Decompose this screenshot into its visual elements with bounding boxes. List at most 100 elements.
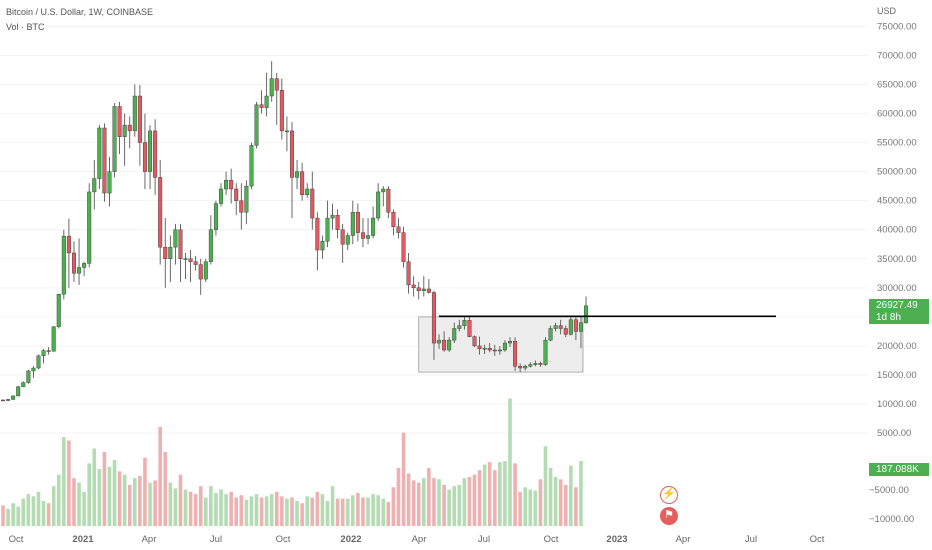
volume-bar <box>97 469 102 526</box>
volume-bar <box>340 498 345 526</box>
volume-bar <box>447 489 451 526</box>
volume-bar <box>422 478 426 526</box>
candle-body <box>208 229 213 262</box>
x-tick-label: Jul <box>478 534 490 545</box>
volume-bar <box>457 484 462 526</box>
volume-bar <box>295 500 299 526</box>
y-tick-label: 5000.00 <box>877 428 911 439</box>
y-tick-label: 50000.00 <box>877 167 917 178</box>
candle-body <box>310 188 315 219</box>
volume-bar <box>356 492 360 526</box>
volume-bar <box>386 502 391 526</box>
volume-bar <box>87 463 91 526</box>
volume-bar <box>371 494 375 526</box>
volume-bar <box>214 492 218 526</box>
volume-bar <box>482 464 487 526</box>
volume-bar <box>67 440 71 526</box>
x-tick-label: 2023 <box>606 534 627 545</box>
candle-body <box>431 292 436 344</box>
volume-bar <box>56 474 61 526</box>
volume-bar <box>6 508 10 526</box>
volume-bar <box>351 495 355 526</box>
candle-body <box>107 171 112 194</box>
candle-body <box>467 320 472 337</box>
candle-body <box>203 261 208 280</box>
volume-bar <box>158 426 162 526</box>
volume-bar <box>143 457 147 526</box>
volume-bar <box>487 462 492 526</box>
volume-bar <box>107 466 112 526</box>
volume-bar <box>416 482 421 526</box>
candle-body <box>92 178 97 193</box>
flag-icon[interactable]: ⚑ <box>660 507 678 525</box>
candle-body <box>112 106 117 172</box>
candle-body <box>259 104 264 108</box>
candle-body <box>6 399 11 401</box>
volume-bar <box>234 497 239 526</box>
candle-body <box>487 348 492 351</box>
volume-bar <box>381 498 386 526</box>
candle-body <box>264 95 269 108</box>
candle-body <box>315 217 320 251</box>
volume-bar <box>513 463 517 526</box>
volume-bar <box>204 497 208 526</box>
volume-bar <box>16 506 21 526</box>
x-tick-label: Oct <box>810 534 825 545</box>
y-tick-label: 45000.00 <box>877 196 917 207</box>
candle-body <box>66 235 71 254</box>
candle-body <box>102 127 107 194</box>
volume-bar <box>523 487 528 526</box>
candle-body <box>416 287 421 291</box>
lightning-icon[interactable]: ⚡ <box>660 486 678 504</box>
candle-body <box>523 366 528 369</box>
volume-bar <box>21 498 26 526</box>
y-tick-label: 75000.00 <box>877 21 917 32</box>
volume-bar <box>503 461 507 526</box>
candle-body <box>563 328 568 335</box>
y-tick-label: 55000.00 <box>877 138 917 149</box>
candle-body <box>457 325 462 329</box>
candle-body <box>56 294 61 327</box>
candle-body <box>528 364 533 367</box>
candle-body <box>279 90 284 132</box>
volume-bar <box>528 489 533 526</box>
candle-body <box>295 171 300 178</box>
y-tick-label: 20000.00 <box>877 341 917 352</box>
volume-bar <box>467 477 472 526</box>
volume-bar <box>432 478 436 526</box>
x-tick-label: Oct <box>9 534 24 545</box>
candle-body <box>366 235 371 239</box>
volume-bar <box>330 486 335 526</box>
volume-bars <box>1 398 583 526</box>
y-tick-label: 35000.00 <box>877 254 917 265</box>
volume-bar <box>244 499 249 526</box>
volume-bar <box>411 480 416 526</box>
candle-body <box>31 367 36 372</box>
volume-bar <box>477 470 482 526</box>
y-tick-label: 10000.00 <box>877 399 917 410</box>
volume-bar <box>193 494 198 526</box>
candle-body <box>355 212 360 233</box>
candle-body <box>193 261 198 265</box>
volume-bar <box>533 490 538 526</box>
candle-body <box>82 263 87 268</box>
volume-bar <box>11 503 15 526</box>
candle-body <box>219 188 224 204</box>
candle-body <box>11 395 16 400</box>
candle-body <box>300 171 305 196</box>
volume-bar <box>153 480 157 526</box>
volume-bar <box>290 497 294 526</box>
candle-body <box>71 252 76 274</box>
y-tick-label: 15000.00 <box>877 370 917 381</box>
candle-body <box>122 124 127 137</box>
volume-bar <box>264 496 269 526</box>
volume-bar <box>366 497 370 526</box>
candle-body <box>173 229 178 248</box>
candle-body <box>224 180 229 190</box>
candle-body <box>533 363 538 365</box>
candle-body <box>188 258 193 262</box>
volume-bar <box>229 491 233 526</box>
candle-body <box>462 320 467 326</box>
candle-body <box>284 130 289 133</box>
